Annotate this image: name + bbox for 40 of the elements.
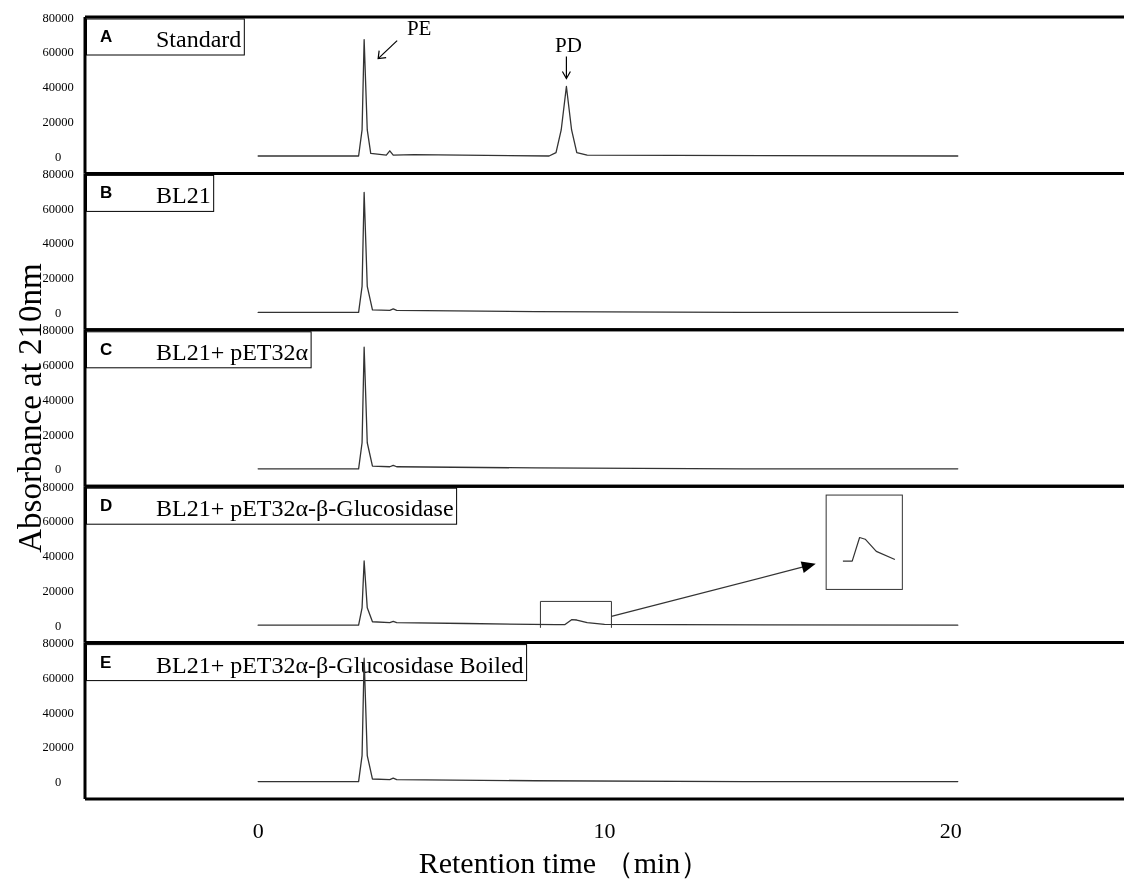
x-tick-label: 0 — [252, 818, 264, 843]
y-tick-label: 80000 — [42, 636, 74, 651]
y-tick-label: 80000 — [42, 323, 74, 338]
x-axis-title: Retention time （min） — [418, 846, 711, 879]
annotation: PE — [406, 15, 432, 40]
y-tick-label: 80000 — [42, 479, 74, 494]
annotation: D — [100, 496, 113, 516]
y-tick-label: 0 — [54, 618, 62, 633]
y-tick-label: 40000 — [42, 549, 74, 564]
y-tick-label: 40000 — [42, 705, 74, 720]
y-tick-label: 20000 — [42, 583, 74, 598]
x-tick-label: 10 — [593, 818, 616, 843]
y-tick-label: 20000 — [42, 427, 74, 442]
y-tick-label: 40000 — [42, 236, 74, 251]
y-tick-label: 60000 — [42, 358, 74, 373]
y-tick-label: 20000 — [42, 740, 74, 755]
y-tick-label: 0 — [54, 462, 62, 477]
chart-title: BL21 — [156, 182, 211, 209]
annotation: C — [100, 339, 113, 359]
y-tick-label: 60000 — [42, 670, 74, 685]
y-tick-label: 80000 — [42, 10, 74, 25]
x-tick-label: 20 — [939, 818, 962, 843]
y-tick-label: 20000 — [42, 114, 74, 129]
y-tick-label: 60000 — [42, 514, 74, 529]
y-tick-label: 20000 — [42, 271, 74, 286]
y-tick-label: 0 — [54, 149, 62, 164]
annotation: PD — [554, 32, 582, 57]
y-tick-label: 60000 — [42, 45, 74, 60]
chart-title: BL21+ pET32α — [156, 338, 309, 365]
y-tick-label: 60000 — [42, 201, 74, 216]
annotation: E — [100, 652, 112, 672]
y-tick-label: 80000 — [42, 166, 74, 181]
y-tick-label: 40000 — [42, 80, 74, 95]
y-tick-label: 40000 — [42, 392, 74, 407]
annotation: B — [100, 183, 113, 203]
chart-title: BL21+ pET32α-β-Glucosidase — [156, 495, 454, 522]
y-tick-label: 0 — [54, 305, 62, 320]
y-tick-label: 0 — [54, 775, 62, 790]
chart-title: Standard — [156, 26, 242, 52]
annotation: A — [100, 27, 113, 46]
